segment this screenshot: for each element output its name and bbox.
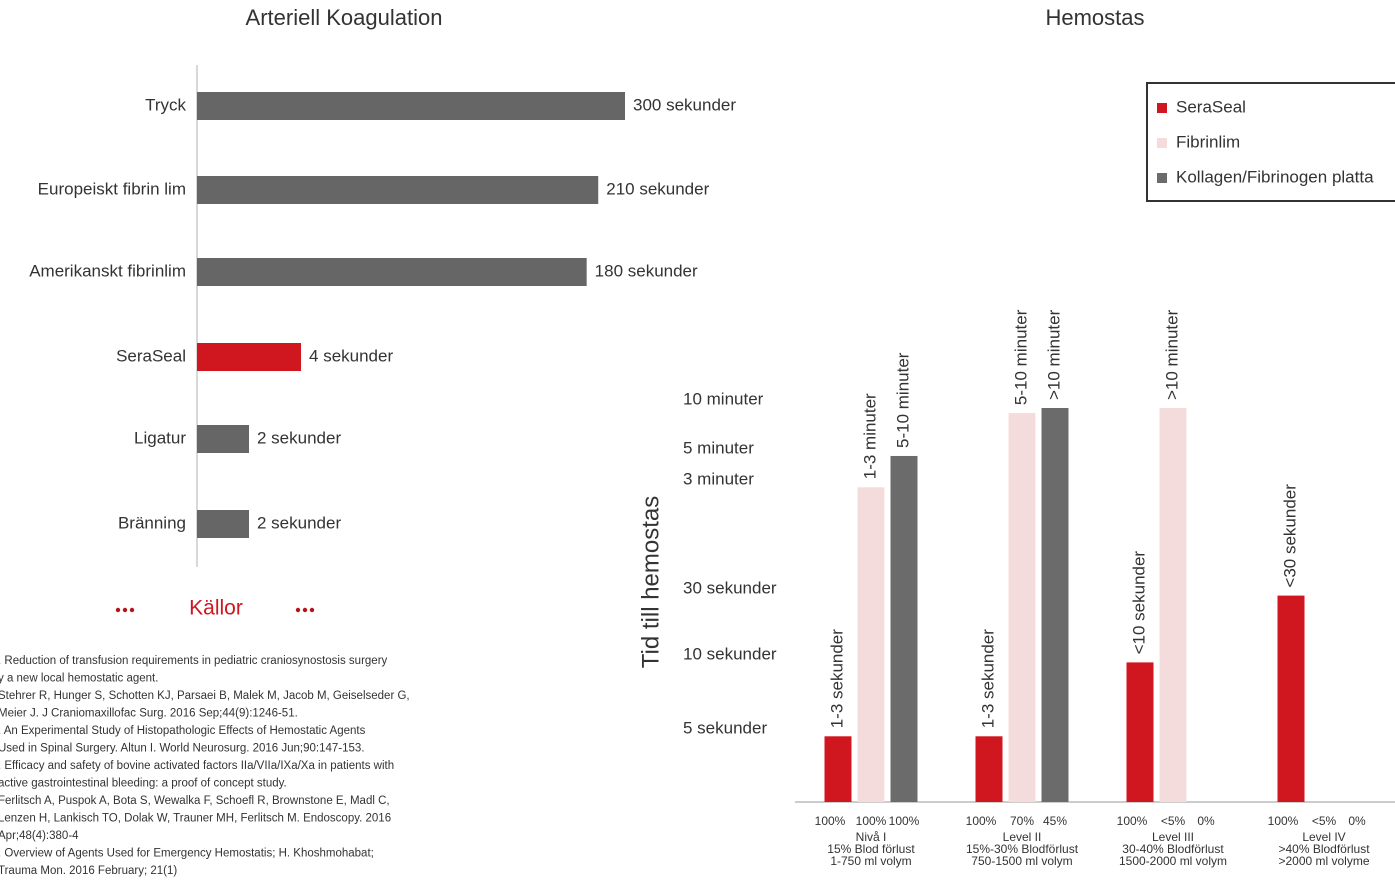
share-label: 100%: [815, 814, 846, 828]
share-label: 100%: [1268, 814, 1299, 828]
x-tick-note: 1500-2000 ml volym: [1119, 854, 1227, 868]
chart-title: Hemostas: [1045, 5, 1144, 30]
value-label: 5-10 minuter: [893, 352, 912, 448]
y-tick-label: Amerikanskt fibrinlim: [29, 261, 186, 280]
value-label: 1-3 minuter: [860, 393, 879, 479]
share-label: 70%: [1010, 814, 1034, 828]
value-label: <10 sekunder: [1129, 551, 1148, 655]
value-label: >10 minuter: [1044, 309, 1063, 400]
value-label: 210 sekunder: [606, 179, 709, 198]
value-label: 4 sekunder: [309, 346, 393, 365]
legend-swatch: [1157, 138, 1167, 148]
share-label: 45%: [1043, 814, 1067, 828]
bar: [825, 736, 852, 802]
legend-label: Kollagen/Fibrinogen platta: [1176, 167, 1374, 186]
bar: [197, 258, 587, 286]
bar: [1009, 413, 1036, 802]
bar: [197, 176, 598, 204]
source-line: Trauma Mon. 2016 February; 21(1): [0, 865, 177, 877]
share-label: 100%: [1117, 814, 1148, 828]
value-label: 5-10 minuter: [1011, 309, 1030, 405]
y-tick-label: 10 minuter: [683, 389, 764, 408]
share-label: 100%: [889, 814, 920, 828]
y-tick-label: Bränning: [118, 513, 186, 532]
source-line: active gastrointestinal bleeding: a proo…: [0, 778, 287, 790]
y-tick-label: SeraSeal: [116, 346, 186, 365]
y-axis-title: Tid till hemostas: [637, 496, 664, 669]
share-label: <5%: [1312, 814, 1337, 828]
y-tick-label: 5 minuter: [683, 438, 754, 457]
y-tick-label: 3 minuter: [683, 469, 754, 488]
y-tick-label: 5 sekunder: [683, 718, 767, 737]
legend-swatch: [1157, 103, 1167, 113]
bar: [1278, 596, 1305, 802]
source-line: y a new local hemostatic agent.: [0, 673, 158, 685]
y-tick-label: 30 sekunder: [683, 578, 777, 597]
y-tick-label: Ligatur: [134, 428, 186, 447]
bar: [1127, 662, 1154, 802]
bar: [197, 343, 301, 371]
bar: [197, 92, 625, 120]
bar: [1042, 408, 1069, 802]
y-tick-label: Tryck: [145, 95, 186, 114]
source-line: Apr;48(4):380-4: [0, 830, 79, 842]
bar: [1160, 408, 1187, 802]
source-line: Ferlitsch A, Puspok A, Bota S, Wewalka F…: [0, 795, 390, 807]
bar: [976, 736, 1003, 802]
y-tick-label: 10 sekunder: [683, 644, 777, 663]
x-tick-note: 750-1500 ml volym: [971, 854, 1072, 868]
source-line: . Efficacy and safety of bovine activate…: [0, 760, 394, 772]
value-label: 300 sekunder: [633, 95, 736, 114]
value-label: 1-3 sekunder: [827, 629, 846, 729]
bar: [858, 487, 885, 802]
source-line: Meier J. J Craniomaxillofac Surg. 2016 S…: [0, 708, 298, 720]
share-label: <5%: [1161, 814, 1186, 828]
share-label: 0%: [1197, 814, 1215, 828]
share-label: 100%: [856, 814, 887, 828]
source-line: Stehrer R, Hunger S, Schotten KJ, Parsae…: [0, 690, 410, 702]
value-label: 180 sekunder: [595, 261, 698, 280]
source-line: . Reduction of transfusion requirements …: [0, 655, 388, 667]
page: Källor . Reduction of transfusion requir…: [0, 0, 1395, 880]
source-line: Used in Spinal Surgery. Altun I. World N…: [0, 743, 365, 755]
source-line: Lenzen H, Lankisch TO, Dolak W, Trauner …: [0, 813, 391, 825]
chart-title: Arteriell Koagulation: [246, 5, 443, 30]
source-line: . Overview of Agents Used for Emergency …: [0, 848, 374, 860]
y-tick-label: Europeiskt fibrin lim: [38, 179, 186, 198]
bar: [891, 456, 918, 802]
share-label: 0%: [1348, 814, 1366, 828]
value-label: <30 sekunder: [1280, 484, 1299, 588]
legend-label: SeraSeal: [1176, 97, 1246, 116]
value-label: 2 sekunder: [257, 513, 341, 532]
x-tick-note: 1-750 ml volym: [830, 854, 911, 868]
bar: [197, 425, 249, 453]
sources-title: Källor: [189, 597, 243, 620]
legend-swatch: [1157, 173, 1167, 183]
value-label: 2 sekunder: [257, 428, 341, 447]
source-line: . An Experimental Study of Histopatholog…: [0, 725, 366, 737]
value-label: 1-3 sekunder: [978, 629, 997, 729]
share-label: 100%: [966, 814, 997, 828]
value-label: >10 minuter: [1162, 309, 1181, 400]
legend-label: Fibrinlim: [1176, 132, 1240, 151]
x-tick-note: >2000 ml volyme: [1278, 854, 1369, 868]
bar: [197, 510, 249, 538]
chart: Källor . Reduction of transfusion requir…: [0, 0, 1395, 880]
